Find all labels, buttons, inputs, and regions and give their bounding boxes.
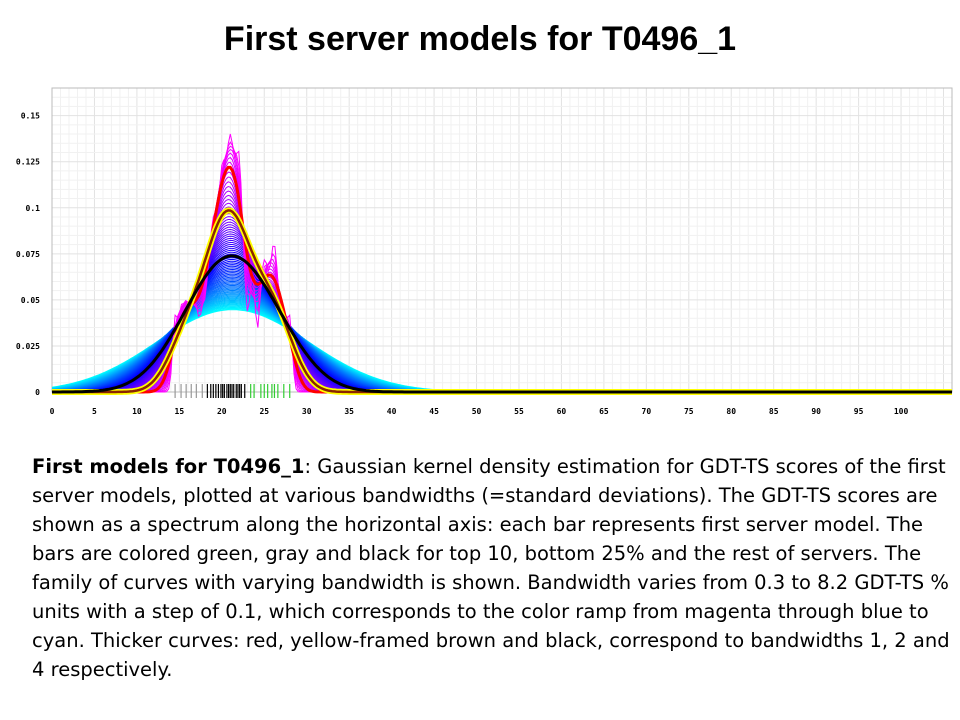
x-tick-label: 70 — [642, 407, 652, 416]
caption: First models for T0496_1: Gaussian kerne… — [32, 452, 952, 684]
x-tick-label: 80 — [726, 407, 736, 416]
x-tick-label: 75 — [684, 407, 694, 416]
x-tick-label: 100 — [894, 407, 909, 416]
y-tick-label: 0.15 — [21, 112, 40, 121]
x-tick-label: 30 — [302, 407, 312, 416]
tick-labels: 0 5 10 15 20 25 30 35 40 45 50 55 60 65 70 75 80 85 90 95 10… — [16, 112, 909, 416]
highlight-curves — [52, 165, 952, 395]
y-tick-label: 0.05 — [21, 296, 40, 305]
x-tick-label: 50 — [472, 407, 482, 416]
caption-lead: First models for T0496_1 — [32, 455, 305, 478]
x-tick-label: 35 — [344, 407, 354, 416]
x-tick-label: 90 — [811, 407, 821, 416]
x-tick-label: 40 — [387, 407, 397, 416]
x-tick-label: 10 — [132, 407, 142, 416]
density-chart: 0 5 10 15 20 25 30 35 40 45 50 55 60 65 70 75 80 85 90 95 10… — [0, 80, 960, 430]
x-tick-label: 15 — [175, 407, 185, 416]
x-tick-label: 85 — [769, 407, 779, 416]
y-tick-label: 0.1 — [26, 204, 41, 213]
y-tick-label: 0.075 — [16, 250, 40, 259]
y-tick-label: 0 — [35, 388, 40, 397]
x-tick-label: 45 — [429, 407, 439, 416]
x-tick-label: 60 — [557, 407, 567, 416]
x-tick-label: 65 — [599, 407, 609, 416]
x-tick-label: 25 — [259, 407, 269, 416]
score-spectrum — [174, 384, 291, 398]
y-tick-label: 0.025 — [16, 342, 40, 351]
x-tick-label: 0 — [50, 407, 55, 416]
x-tick-label: 5 — [92, 407, 97, 416]
y-tick-label: 0.125 — [16, 158, 40, 167]
x-tick-label: 95 — [854, 407, 864, 416]
highlight-curve — [52, 254, 952, 394]
caption-body: : Gaussian kernel density estimation for… — [32, 455, 950, 681]
x-tick-label: 20 — [217, 407, 227, 416]
slide-title: First server models for T0496_1 — [223, 20, 737, 58]
x-tick-label: 55 — [514, 407, 524, 416]
